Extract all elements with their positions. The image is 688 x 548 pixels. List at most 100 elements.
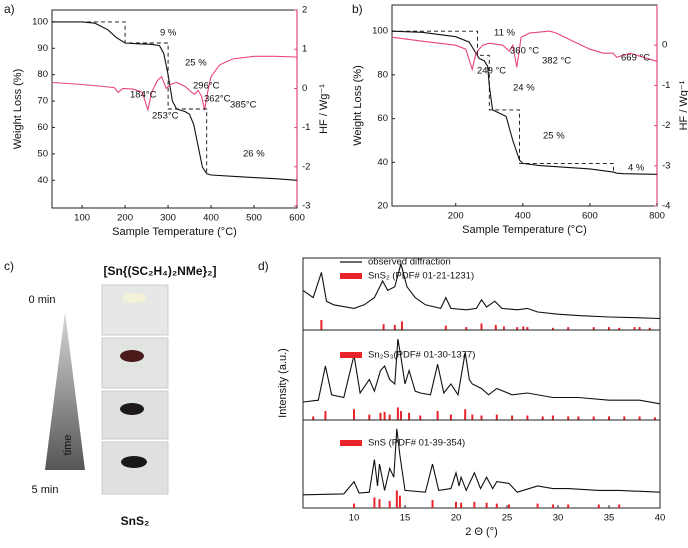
y-tick-label: 40 [377,157,388,168]
reference-peak [388,414,391,420]
annotation: 360 °C [510,46,539,57]
end-label: 5 min [32,484,59,496]
y-tick-label: 20 [377,201,388,212]
x-tick-label: 20 [451,513,462,524]
photo-panel: [Sn{(SC₂H₄)₂NMe}₂] 0 min time 5 min SnS₂ [29,264,217,528]
y-tick-label: 100 [32,16,48,27]
reference-peak [480,415,483,420]
photo [101,441,169,495]
start-label: 0 min [29,294,56,306]
reference-peak [648,327,651,330]
panel-label: a) [4,2,15,16]
y2-tick-label: -1 [662,80,670,91]
x-tick-label: 30 [553,513,564,524]
data-line [302,338,661,405]
reference-peak [508,504,511,508]
data-line [52,21,298,181]
x-tick-label: 25 [502,513,513,524]
reference-peak [465,327,468,330]
reference-peak [395,490,398,508]
reference-peak [592,327,595,330]
x-tick-label: 500 [246,213,262,224]
y2-axis-label: HF / Wg⁻¹ [318,84,330,134]
reference-peak [551,504,554,508]
annotation: 296°C [193,81,220,92]
reference-peak [526,415,529,420]
reference-peak [400,321,403,330]
reference-peak [449,414,452,420]
legend-swatch [340,440,362,446]
panel-label: b) [352,2,363,16]
reference-peak [320,319,323,330]
x-tick-label: 600 [582,211,598,222]
x-tick-label: 400 [203,213,219,224]
annotation: 11 % [494,28,516,39]
reference-peak [536,503,539,508]
y-tick-label: 100 [372,26,388,37]
reference-peak [502,326,505,330]
reference-peak [353,409,355,420]
legend-label: Sn₂S₃(PDF# 01-30-1377) [368,350,475,361]
reference-peak [353,503,355,508]
reference-peak [633,327,636,330]
x-axis-label: Sample Temperature (°C) [112,226,237,238]
reference-peak [638,416,641,420]
panel-label: c) [4,259,14,273]
x-tick-label: 400 [515,211,531,222]
data-line [51,55,298,113]
reference-peak [382,324,385,330]
photo [101,337,169,389]
sample [121,456,147,468]
annotation: 385°C [230,100,257,111]
reference-peak [399,411,402,420]
y2-tick-label: -3 [662,160,670,171]
reference-peak [473,501,476,508]
x-tick-label: 15 [400,513,411,524]
reference-peak [393,324,396,330]
reference-peak [431,500,434,508]
reference-peak [541,416,544,420]
y-tick-label: 90 [37,43,48,54]
y2-tick-label: -3 [302,201,310,212]
legend-swatch [340,352,362,358]
reference-peak [522,326,525,330]
y-axis-label: Weight Loss (%) [12,69,24,150]
sample [120,350,144,362]
reference-peak [618,327,621,330]
y2-tick-label: 0 [662,40,667,51]
annotation: 669 °C [621,53,650,64]
y-tick-label: 70 [37,96,48,107]
annotation: 382 °C [542,56,571,67]
reference-peak [516,327,519,330]
reference-peak [408,412,411,420]
annotation: 9 % [160,28,177,39]
reference-peak [436,411,439,420]
y-tick-label: 50 [37,148,48,159]
y-axis-label: Intensity (a.u.) [277,348,289,418]
legend-label: observed diffraction [368,257,451,268]
reference-peak [471,414,474,420]
product-label: SnS₂ [121,514,150,528]
reference-peak [480,323,483,330]
y-tick-label: 60 [377,113,388,124]
panel-label: d) [258,259,269,273]
reference-peak [592,416,595,420]
reference-peak [494,324,497,330]
y2-axis-label: HF / Wg⁻¹ [678,80,688,130]
annotation: 4 % [628,163,645,174]
y-axis-label: Weight Loss (%) [352,65,364,146]
reference-peak [368,414,371,420]
reference-peak [398,495,401,508]
reference-peak [379,412,382,420]
x-tick-label: 800 [649,211,665,222]
data-line [302,261,661,320]
x-tick-label: 35 [604,513,615,524]
y2-tick-label: -2 [662,120,670,131]
reference-peak [460,502,463,508]
reference-peak [551,327,554,330]
reference-peak [373,497,376,508]
x-tick-label: 600 [289,213,305,224]
x-tick-label: 100 [74,213,90,224]
x-tick-label: 10 [349,513,360,524]
reference-peak [526,327,529,330]
